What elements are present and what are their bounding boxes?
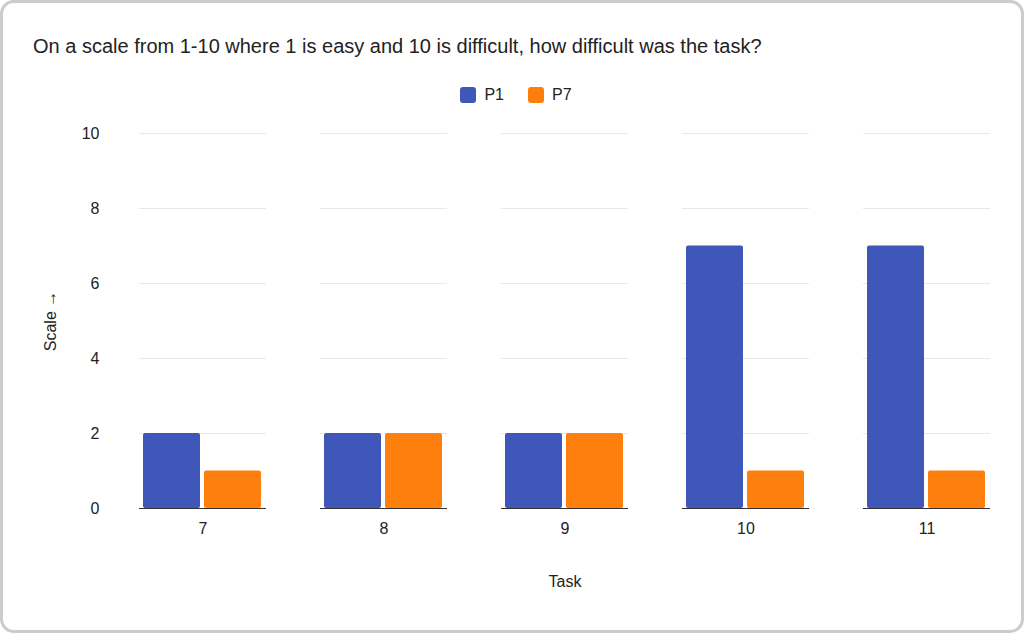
svg-text:6: 6 [91, 275, 100, 292]
html-text:On a scale from 1-10 where 1 i: On a scale from 1-10 where 1 is easy and… [33, 35, 762, 57]
html-text:P7: P7 [552, 86, 572, 103]
svg-text:11: 11 [919, 520, 936, 537]
svg-text:4: 4 [91, 350, 100, 367]
html-text:P1: P1 [484, 86, 504, 103]
svg-text:0: 0 [91, 500, 100, 517]
svg-text:Task: Task [549, 573, 583, 590]
svg-text:10: 10 [737, 520, 755, 537]
svg-text:10: 10 [82, 125, 100, 142]
svg-text:8: 8 [91, 200, 100, 217]
svg-text:8: 8 [380, 520, 389, 537]
svg-text:2: 2 [91, 425, 100, 442]
svg-text:Scale →: Scale → [42, 291, 59, 351]
svg-text:9: 9 [561, 520, 570, 537]
svg-text:7: 7 [199, 520, 208, 537]
